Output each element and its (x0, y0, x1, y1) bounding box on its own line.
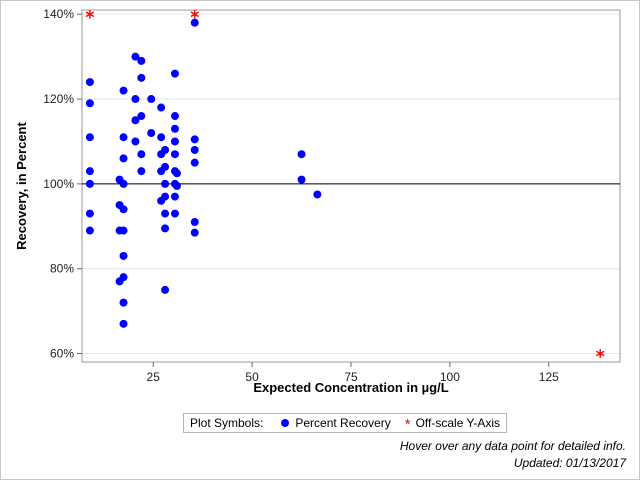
x-tick-label: 125 (539, 370, 559, 384)
asterisk-marker-icon: * (404, 416, 411, 433)
data-point[interactable] (85, 99, 94, 108)
data-points (85, 9, 605, 359)
y-axis-title: Recovery, in Percent (14, 122, 29, 250)
data-point[interactable] (119, 226, 128, 235)
data-point[interactable] (172, 182, 181, 190)
x-tick-label: 25 (147, 370, 161, 384)
data-point[interactable] (170, 137, 179, 146)
data-point[interactable] (131, 116, 140, 125)
axis-ticks: 60% 80% 100% 120% 140% 25 50 75 100 125 (43, 7, 559, 384)
data-point[interactable] (170, 192, 179, 201)
data-point[interactable] (297, 150, 306, 159)
data-point[interactable] (172, 169, 181, 178)
data-point[interactable] (85, 78, 94, 87)
data-point[interactable] (119, 319, 128, 328)
data-point[interactable] (161, 145, 170, 154)
data-point[interactable] (297, 175, 306, 184)
offscale-point[interactable] (190, 9, 199, 19)
data-point[interactable] (161, 192, 170, 201)
data-point[interactable] (137, 150, 146, 159)
data-point[interactable] (190, 218, 199, 227)
data-point[interactable] (119, 133, 128, 142)
hover-footnote: Hover over any data point for detailed i… (399, 439, 626, 453)
data-point[interactable] (157, 133, 166, 142)
data-point[interactable] (137, 56, 146, 65)
data-point[interactable] (119, 179, 128, 188)
data-point[interactable] (119, 251, 128, 260)
data-point[interactable] (313, 190, 322, 199)
data-point[interactable] (161, 285, 170, 294)
data-point[interactable] (161, 162, 170, 171)
data-point[interactable] (137, 167, 146, 176)
data-point[interactable] (119, 298, 128, 307)
y-tick-label: 60% (50, 347, 74, 361)
data-point[interactable] (119, 273, 128, 282)
data-point[interactable] (119, 205, 128, 214)
data-point[interactable] (119, 86, 128, 95)
offscale-point[interactable] (595, 349, 605, 359)
data-point[interactable] (85, 167, 94, 176)
data-point[interactable] (147, 95, 156, 104)
data-point[interactable] (161, 209, 170, 218)
circle-marker-icon (281, 419, 290, 427)
data-point[interactable] (85, 179, 94, 188)
x-axis-title: Expected Concentration in µg/L (253, 380, 448, 395)
legend-item-percent-recovery: Percent Recovery (295, 416, 391, 430)
legend: Plot Symbols: Percent Recovery * Off-sca… (183, 413, 508, 433)
y-tick-label: 80% (50, 262, 74, 276)
y-tick-label: 120% (43, 92, 74, 106)
data-point[interactable] (170, 124, 179, 133)
data-point[interactable] (147, 128, 156, 137)
legend-title: Plot Symbols: (190, 416, 264, 430)
data-point[interactable] (157, 103, 166, 112)
data-point[interactable] (170, 209, 179, 218)
data-point[interactable] (190, 228, 199, 237)
x-tick-label: 75 (344, 370, 358, 384)
data-point[interactable] (190, 158, 199, 167)
data-point[interactable] (190, 18, 199, 27)
data-point[interactable] (170, 69, 179, 78)
data-point[interactable] (137, 112, 146, 121)
data-point[interactable] (131, 95, 140, 104)
data-point[interactable] (85, 133, 94, 142)
data-point[interactable] (161, 224, 170, 233)
updated-footnote: Updated: 01/13/2017 (513, 456, 626, 470)
y-tick-label: 140% (43, 7, 74, 21)
data-point[interactable] (119, 154, 128, 163)
data-point[interactable] (137, 73, 146, 82)
data-point[interactable] (85, 226, 94, 235)
x-tick-label: 100 (440, 370, 460, 384)
y-tick-label: 100% (43, 177, 74, 191)
data-point[interactable] (131, 52, 140, 61)
data-point[interactable] (170, 112, 179, 121)
x-tick-label: 50 (245, 370, 259, 384)
data-point[interactable] (190, 135, 199, 144)
data-point[interactable] (170, 150, 179, 159)
data-point[interactable] (131, 137, 140, 146)
legend-item-offscale: Off-scale Y-Axis (415, 416, 501, 430)
offscale-point[interactable] (85, 9, 95, 19)
data-point[interactable] (85, 209, 94, 218)
data-point[interactable] (190, 145, 199, 154)
data-point[interactable] (161, 179, 170, 188)
